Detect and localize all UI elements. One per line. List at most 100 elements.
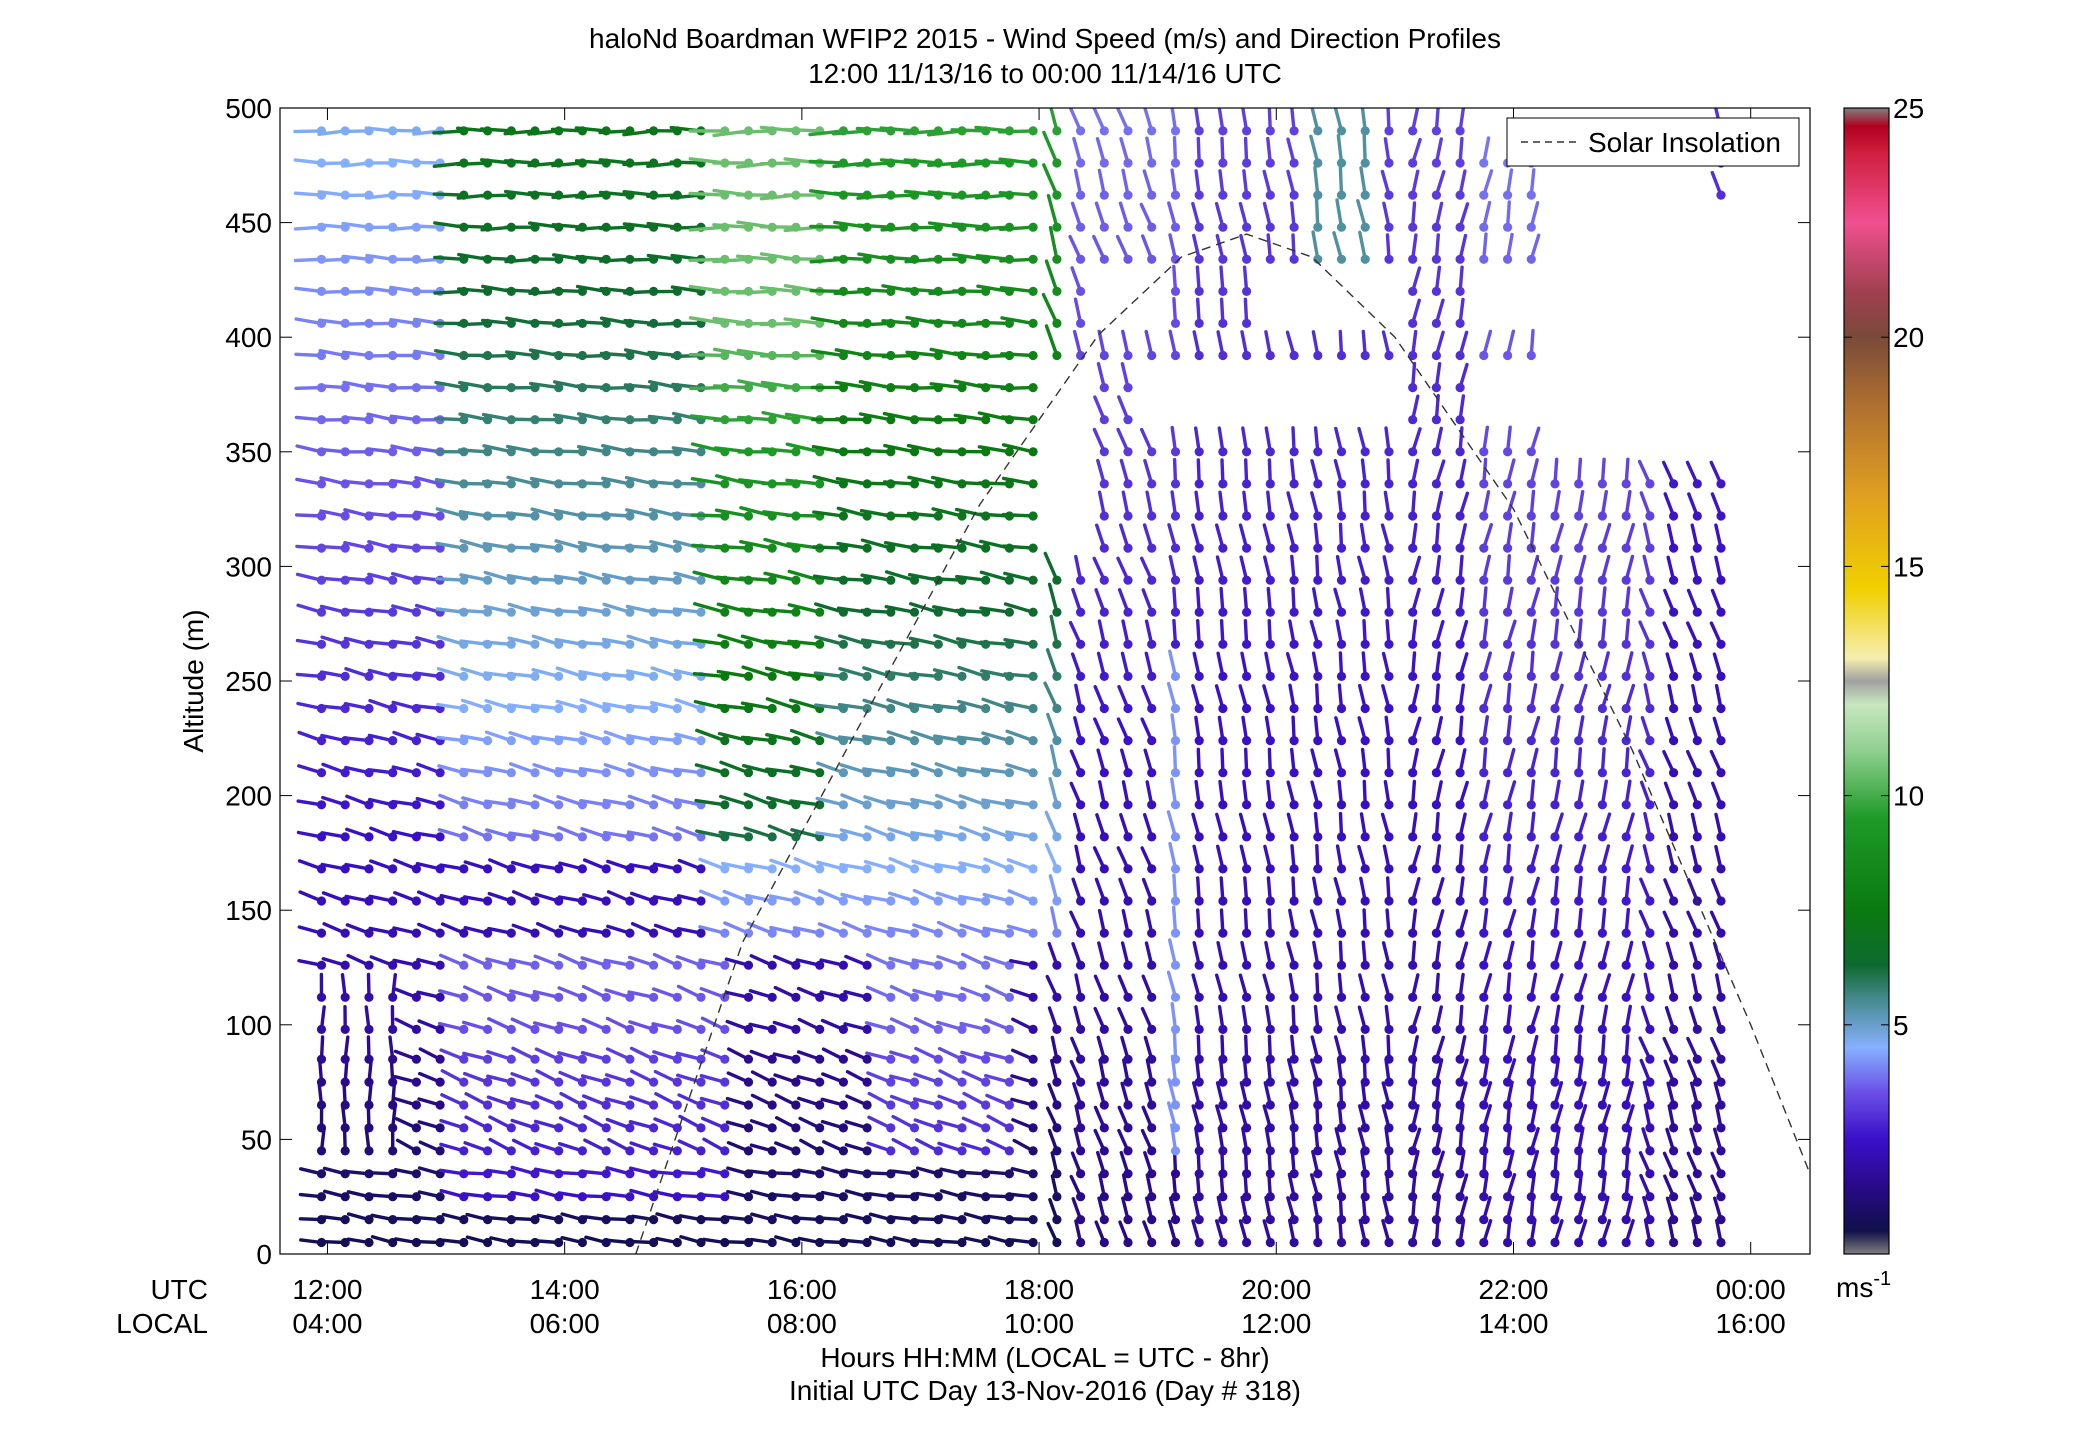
wind-barb-head: [1147, 255, 1156, 264]
wind-barb-head: [957, 1123, 966, 1132]
wind-barb-head: [1361, 223, 1370, 232]
wind-barb-head: [1290, 640, 1299, 649]
wind-barb-head: [1100, 415, 1109, 424]
wind-barb-head: [602, 768, 611, 777]
wind-barb-shaft: [907, 388, 938, 389]
wind-barb-head: [1029, 608, 1038, 617]
wind-barb-head: [1195, 319, 1204, 328]
wind-barb-head: [981, 1055, 990, 1064]
wind-barb-head: [1479, 158, 1488, 167]
wind-barb-head: [1242, 864, 1251, 873]
wind-barb-head: [341, 511, 350, 520]
wind-barb-head: [602, 864, 611, 873]
wind-barb-head: [696, 736, 705, 745]
wind-barb-head: [530, 640, 539, 649]
wind-barb-head: [317, 1100, 326, 1109]
wind-barb-head: [1100, 864, 1109, 873]
wind-barb-head: [1266, 191, 1275, 200]
y-tick-label: 250: [225, 666, 272, 697]
wind-barb-head: [1052, 1238, 1061, 1247]
wind-barb-head: [507, 736, 516, 745]
wind-barb-head: [673, 864, 682, 873]
wind-barb-head: [1527, 800, 1536, 809]
wind-barb-head: [1171, 993, 1180, 1002]
wind-barb-head: [1384, 191, 1393, 200]
wind-barb-head: [815, 1100, 824, 1109]
wind-barb-head: [341, 1146, 350, 1155]
wind-barb-head: [1313, 191, 1322, 200]
wind-barb-head: [459, 672, 468, 681]
wind-barb-head: [1361, 1025, 1370, 1034]
wind-barb-head: [910, 1100, 919, 1109]
wind-barb-head: [720, 608, 729, 617]
wind-barb-head: [1076, 319, 1085, 328]
wind-barb-head: [1432, 1146, 1441, 1155]
y-tick-label: 500: [225, 93, 272, 124]
wind-barb-head: [1052, 864, 1061, 873]
wind-barb-head: [1361, 929, 1370, 938]
wind-barb-head: [1313, 511, 1322, 520]
wind-barb-head: [1716, 576, 1725, 585]
wind-barb-head: [1456, 1100, 1465, 1109]
wind-barb-head: [815, 608, 824, 617]
wind-barb-head: [1076, 255, 1085, 264]
wind-barb-head: [1218, 704, 1227, 713]
wind-barb-head: [1337, 864, 1346, 873]
wind-barb-head: [1432, 672, 1441, 681]
wind-barb-head: [1479, 672, 1488, 681]
wind-barb-shaft: [906, 227, 939, 228]
colorbar-tick-label: 20: [1893, 322, 1924, 353]
wind-barb-head: [317, 929, 326, 938]
wind-barb-head: [1645, 576, 1654, 585]
wind-barb-head: [1479, 929, 1488, 938]
wind-barb-head: [1052, 800, 1061, 809]
wind-barb-head: [1076, 1100, 1085, 1109]
wind-barb-head: [530, 1078, 539, 1087]
wind-barb-head: [1574, 736, 1583, 745]
wind-barb-head: [1242, 1146, 1251, 1155]
wind-barb-head: [934, 896, 943, 905]
wind-barb-shaft: [858, 163, 891, 165]
wind-barb-head: [1052, 929, 1061, 938]
wind-barb-head: [1503, 736, 1512, 745]
wind-barb-head: [1456, 1078, 1465, 1087]
wind-barb-head: [720, 1055, 729, 1064]
wind-barb-head: [744, 1215, 753, 1224]
wind-barb-shaft: [1049, 196, 1057, 228]
wind-barb-head: [1290, 864, 1299, 873]
wind-barb-head: [1123, 993, 1132, 1002]
wind-barb-head: [1456, 576, 1465, 585]
wind-barb-head: [1716, 993, 1725, 1002]
wind-barb-head: [1337, 511, 1346, 520]
wind-barb-head: [1147, 768, 1156, 777]
wind-barb-head: [1456, 415, 1465, 424]
wind-barb-head: [1123, 1215, 1132, 1224]
wind-barb-head: [1669, 736, 1678, 745]
wind-barb-head: [1218, 191, 1227, 200]
wind-barb-head: [1645, 1215, 1654, 1224]
wind-barb-head: [1693, 1055, 1702, 1064]
wind-barb-head: [1029, 1100, 1038, 1109]
wind-barb-head: [1242, 255, 1251, 264]
wind-barb-head: [1100, 1215, 1109, 1224]
wind-barb-head: [1242, 576, 1251, 585]
wind-barb-head: [578, 1123, 587, 1132]
wind-barb-head: [1479, 864, 1488, 873]
wind-barb-head: [1242, 961, 1251, 970]
wind-barb-head: [791, 576, 800, 585]
wind-barb-head: [1598, 1146, 1607, 1155]
wind-barb-head: [1693, 1123, 1702, 1132]
wind-barb-head: [696, 1078, 705, 1087]
wind-barb-head: [388, 1078, 397, 1087]
wind-barb-head: [1052, 287, 1061, 296]
wind-barb-head: [1123, 1078, 1132, 1087]
wind-barb-head: [1290, 800, 1299, 809]
wind-barb-head: [1313, 447, 1322, 456]
wind-barb-head: [1052, 832, 1061, 841]
wind-barb-head: [625, 961, 634, 970]
wind-barb-head: [1147, 1238, 1156, 1247]
wind-barb-head: [1550, 993, 1559, 1002]
wind-barb-head: [1171, 191, 1180, 200]
wind-barb-head: [910, 1123, 919, 1132]
wind-barb-head: [1313, 864, 1322, 873]
